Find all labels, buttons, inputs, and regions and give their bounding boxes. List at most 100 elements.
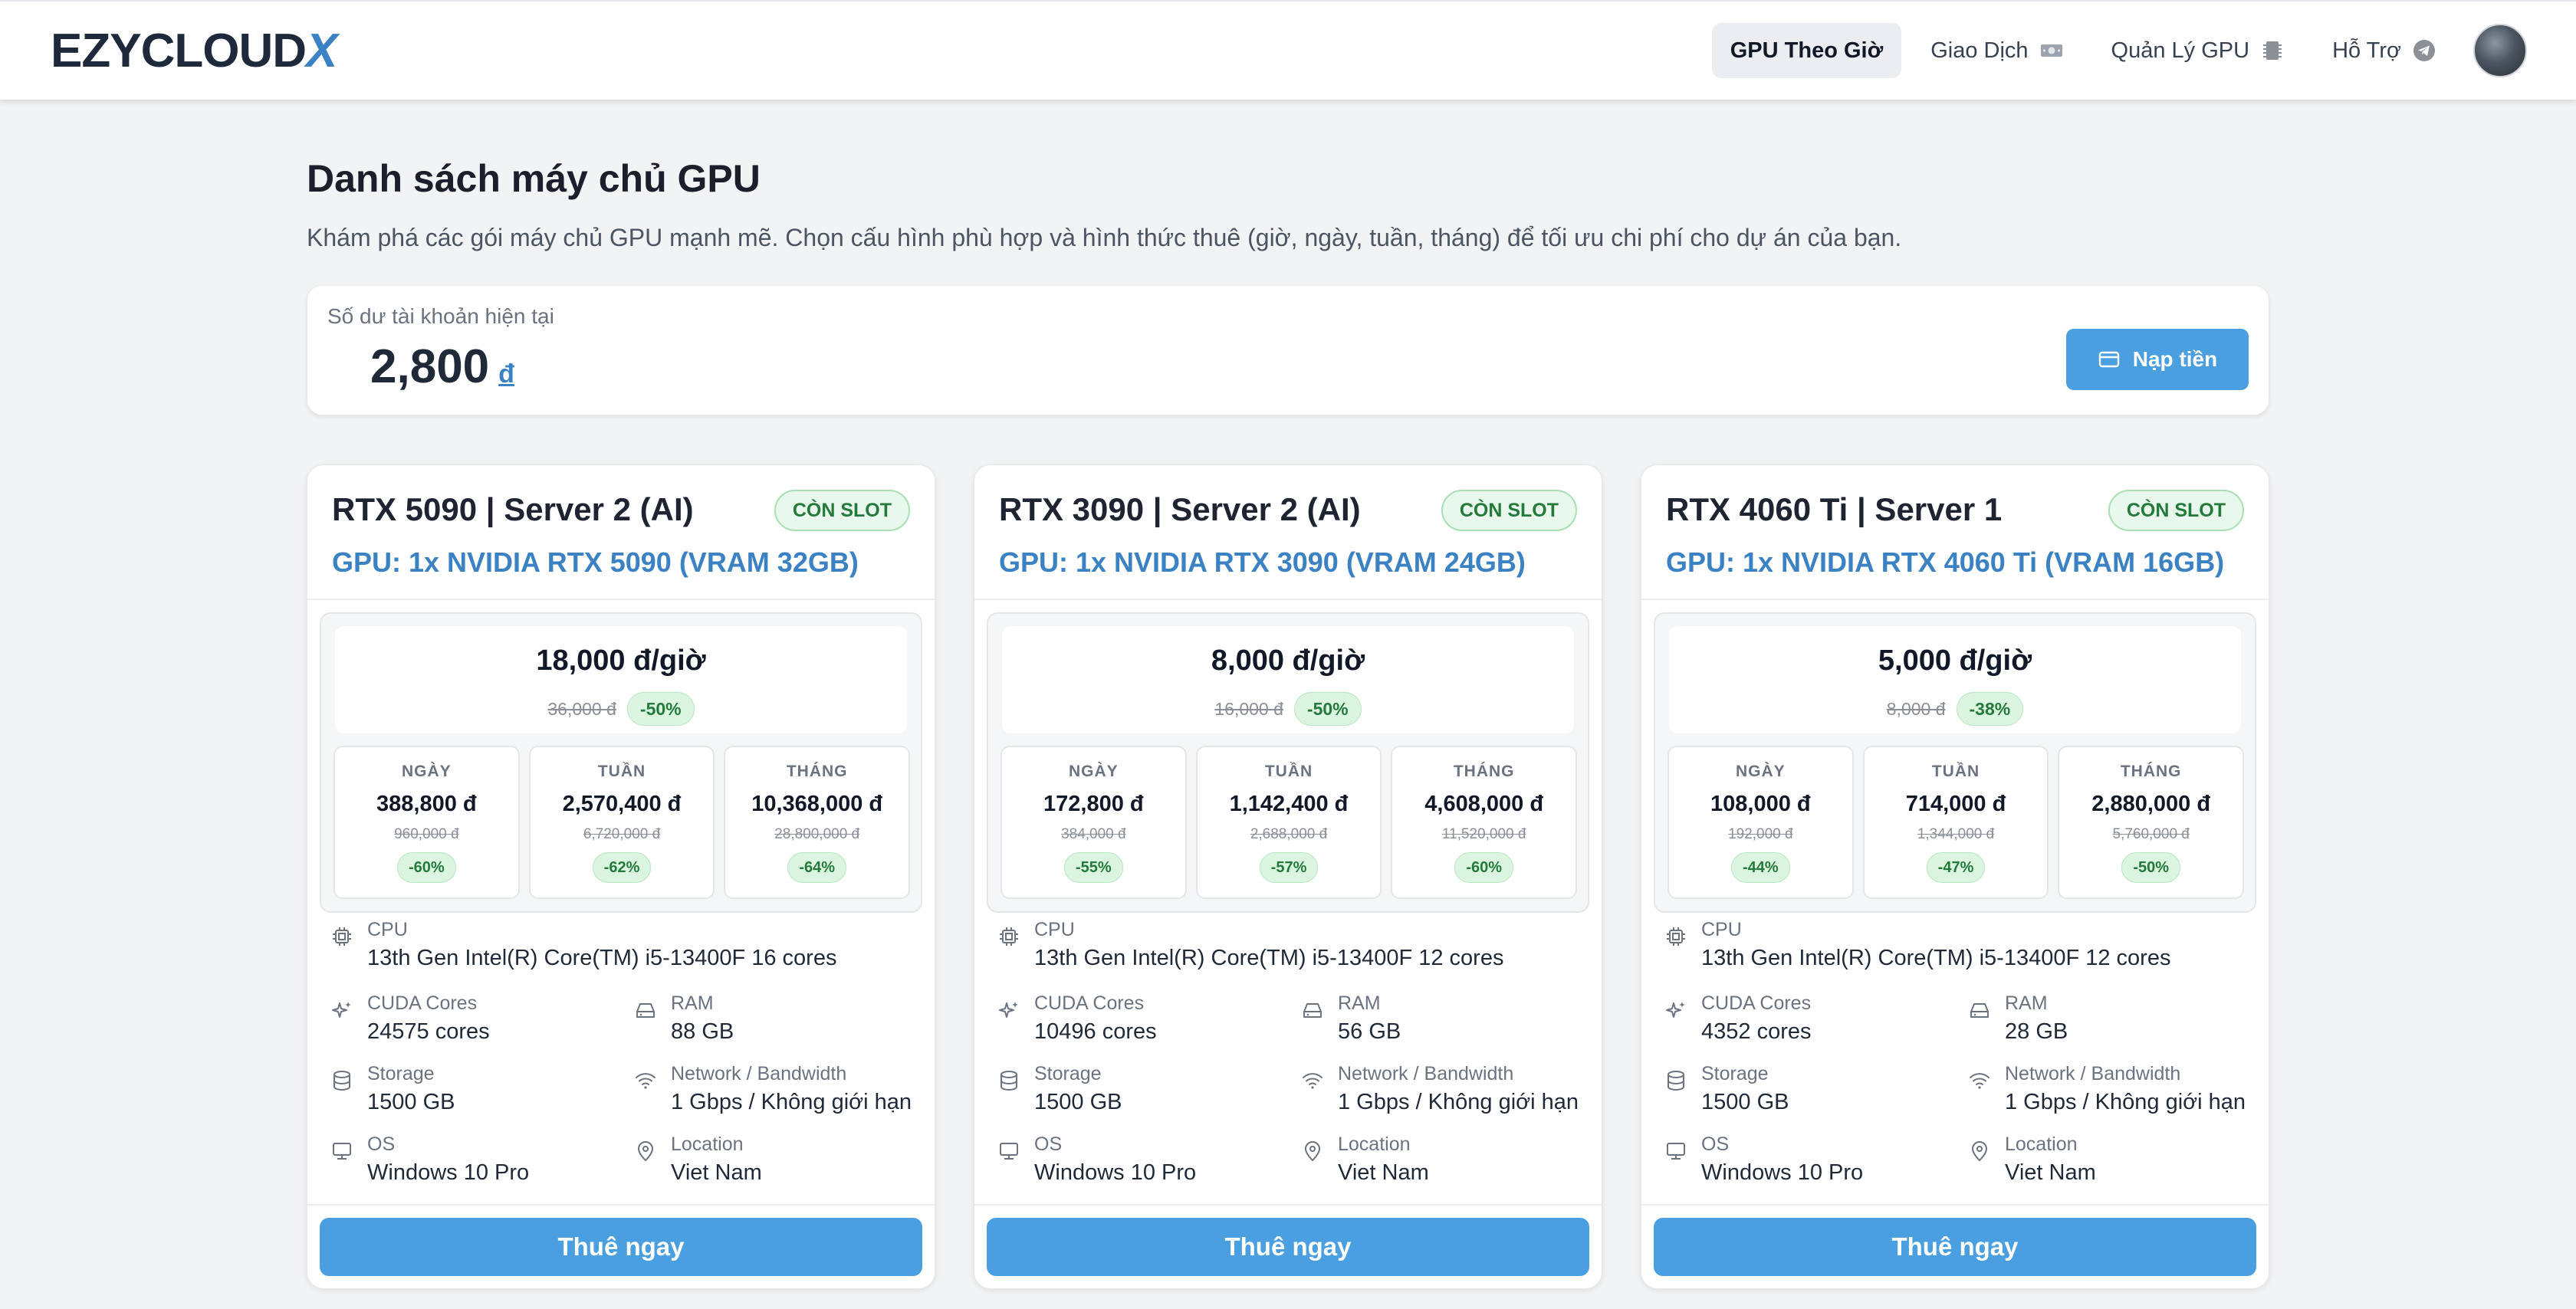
spec-label: CPU [367, 919, 408, 940]
spec-value: 10496 cores [1034, 1019, 1157, 1044]
spec-network: Network / Bandwidth 1 Gbps / Không giới h… [1301, 1063, 1579, 1115]
slot-status-badge: CÒN SLOT [1441, 490, 1577, 531]
spec-label: Location [2005, 1133, 2078, 1155]
period-day: NGÀY 172,800 đ 384,000 đ -55% [1001, 746, 1187, 899]
wifi-icon [1970, 1073, 1990, 1089]
balance-value: 2,800 đ [370, 340, 514, 394]
gpu-spec: GPU: 1x NVIDIA RTX 4060 Ti (VRAM 16GB) [1666, 546, 2225, 578]
period-old-price: 384,000 đ [1061, 826, 1126, 842]
period-day: NGÀY 108,000 đ 192,000 đ -44% [1668, 746, 1854, 899]
hourly-price: 8,000 đ/giờ [1211, 645, 1365, 677]
topup-button[interactable]: Nạp tiền [2066, 329, 2249, 390]
spec-ram: RAM 88 GB [634, 992, 734, 1045]
period-label: NGÀY [1735, 763, 1786, 780]
monitor-icon [1667, 1143, 1685, 1160]
period-price: 4,608,000 đ [1424, 792, 1544, 816]
spec-value: 1500 GB [1701, 1090, 1789, 1114]
period-discount-badge: -64% [787, 852, 847, 883]
period-label: NGÀY [401, 763, 452, 780]
balance-amount: 2,800 [370, 340, 490, 393]
card-header: RTX 4060 Ti | Server 1 CÒN SLOT GPU: 1x … [1641, 465, 2269, 600]
nav-gpu-management[interactable]: Quản Lý GPU [2093, 23, 2304, 78]
spec-label: Storage [367, 1063, 435, 1084]
period-old-price: 192,000 đ [1728, 826, 1793, 842]
period-label: TUẦN [1931, 763, 1980, 780]
user-avatar[interactable] [2473, 24, 2527, 77]
spec-value: 28 GB [2005, 1019, 2068, 1044]
spec-ram: RAM 56 GB [1301, 992, 1401, 1045]
pricing-panel: 18,000 đ/giờ 36,000 đ -50% NGÀY 388,800 … [320, 612, 922, 913]
card-header: RTX 3090 | Server 2 (AI) CÒN SLOT GPU: 1… [974, 465, 1602, 600]
rent-now-button[interactable]: Thuê ngay [320, 1218, 922, 1276]
brand-suffix: X [306, 24, 337, 77]
spec-storage: Storage 1500 GB [997, 1063, 1122, 1115]
spec-label: Network / Bandwidth [1338, 1063, 1514, 1084]
rent-now-button[interactable]: Thuê ngay [1654, 1218, 2256, 1276]
balance-label: Số dư tài khoản hiện tại [327, 304, 554, 328]
chip-icon [2263, 41, 2282, 60]
period-label: THÁNG [1453, 763, 1515, 780]
nav-support[interactable]: Hỗ Trợ [2314, 23, 2455, 78]
hourly-old-price: 8,000 đ [1886, 698, 1946, 719]
period-discount-badge: -57% [1259, 852, 1319, 883]
spec-value: 88 GB [671, 1019, 734, 1044]
spec-cpu: CPU 13th Gen Intel(R) Core(TM) i5-13400F … [997, 919, 1503, 971]
spec-value: 4352 cores [1701, 1019, 1812, 1044]
spec-label: Network / Bandwidth [2005, 1063, 2181, 1084]
spec-label: Storage [1034, 1063, 1102, 1084]
spec-cuda: CUDA Cores 10496 cores [997, 992, 1157, 1045]
spec-ram: RAM 28 GB [1968, 992, 2068, 1045]
spec-label: Location [671, 1133, 744, 1155]
spec-storage: Storage 1500 GB [1664, 1063, 1789, 1115]
hourly-price: 18,000 đ/giờ [536, 645, 706, 677]
spec-os: OS Windows 10 Pro [1664, 1133, 1863, 1186]
sparkles-icon [999, 1002, 1018, 1018]
period-day: NGÀY 388,800 đ 960,000 đ -60% [334, 746, 520, 899]
spec-location: Location Viet Nam [634, 1133, 762, 1186]
hard-drive-icon [1970, 1003, 1989, 1018]
period-week: TUẦN 1,142,400 đ 2,688,000 đ -57% [1195, 746, 1382, 899]
period-discount-badge: -44% [1730, 852, 1790, 883]
spec-label: Location [1338, 1133, 1411, 1155]
spec-value: Windows 10 Pro [367, 1160, 530, 1185]
cpu-icon [1667, 927, 1685, 946]
spec-value: 1500 GB [367, 1090, 455, 1114]
rent-now-button[interactable]: Thuê ngay [987, 1218, 1589, 1276]
spec-value: Viet Nam [671, 1160, 762, 1185]
spec-label: RAM [671, 992, 714, 1014]
spec-label: CUDA Cores [1701, 992, 1812, 1014]
period-week: TUẦN 714,000 đ 1,344,000 đ -47% [1862, 746, 2049, 899]
map-pin-icon [637, 1141, 654, 1162]
spec-value: 1 Gbps / Không giới hạn [1338, 1090, 1579, 1114]
nav-label: GPU Theo Giờ [1730, 38, 1884, 63]
period-price: 2,570,400 đ [562, 792, 682, 816]
period-price: 388,800 đ [376, 792, 477, 816]
pricing-panel: 5,000 đ/giờ 8,000 đ -38% NGÀY 108,000 đ … [1654, 612, 2256, 913]
map-pin-icon [1304, 1141, 1321, 1162]
spec-value: Windows 10 Pro [1701, 1160, 1864, 1185]
nav-gpu-hourly[interactable]: GPU Theo Giờ [1711, 23, 1902, 78]
brand-logo[interactable]: EZYCLOUD X [51, 24, 337, 78]
period-price: 108,000 đ [1710, 792, 1811, 816]
server-card: RTX 4060 Ti | Server 1 CÒN SLOT GPU: 1x … [1641, 464, 2269, 1289]
database-icon [334, 1071, 350, 1091]
spec-label: OS [1034, 1133, 1063, 1155]
period-discount-badge: -60% [396, 852, 456, 883]
spec-value: 1500 GB [1034, 1090, 1122, 1114]
spec-label: CUDA Cores [1034, 992, 1145, 1014]
period-old-price: 960,000 đ [394, 826, 459, 842]
map-pin-icon [1971, 1141, 1988, 1162]
spec-label: RAM [2005, 992, 2048, 1014]
hourly-old-price: 36,000 đ [547, 698, 616, 719]
spec-storage: Storage 1500 GB [330, 1063, 455, 1115]
brand-name: EZYCLOUD [51, 24, 307, 77]
period-old-price: 28,800,000 đ [774, 826, 860, 842]
card-divider [307, 1204, 935, 1206]
spec-value: 13th Gen Intel(R) Core(TM) i5-13400F 12 … [1034, 946, 1504, 970]
nav-transactions[interactable]: Giao Dịch [1912, 23, 2082, 78]
spec-cpu: CPU 13th Gen Intel(R) Core(TM) i5-13400F … [1664, 919, 2170, 971]
balance-card: Số dư tài khoản hiện tại 2,800 đ Nạp tiề… [307, 285, 2269, 415]
spec-network: Network / Bandwidth 1 Gbps / Không giới h… [1968, 1063, 2246, 1115]
wifi-icon [1303, 1073, 1322, 1089]
gpu-spec: GPU: 1x NVIDIA RTX 5090 (VRAM 32GB) [332, 546, 859, 578]
